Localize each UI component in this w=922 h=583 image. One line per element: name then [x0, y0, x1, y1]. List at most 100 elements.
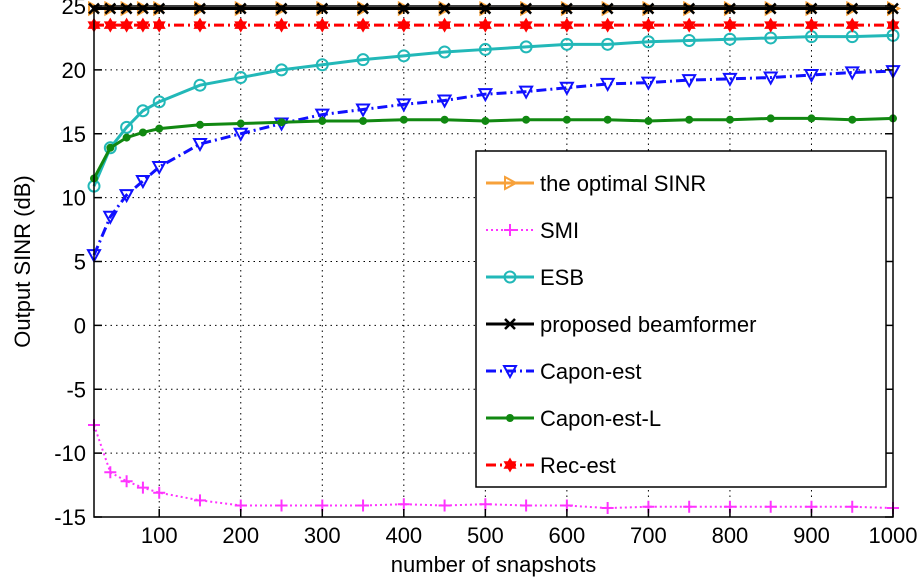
y-tick-label: 20	[62, 58, 86, 83]
data-point	[275, 17, 289, 33]
data-point	[562, 115, 571, 124]
data-point	[397, 17, 411, 33]
data-point	[236, 119, 245, 128]
data-point	[644, 116, 653, 125]
data-point	[356, 53, 370, 67]
data-point	[195, 120, 204, 129]
y-axis-label: Output SINR (dB)	[10, 175, 35, 347]
data-point	[136, 17, 150, 33]
data-point	[844, 66, 860, 81]
y-tick-label: 25	[62, 0, 86, 19]
x-tick-label: 900	[793, 523, 830, 548]
data-point	[357, 499, 370, 512]
data-point	[763, 71, 779, 86]
x-axis-label: number of snapshots	[391, 552, 596, 577]
data-point	[603, 115, 612, 124]
data-point	[103, 17, 117, 33]
y-tick-label: -15	[54, 505, 86, 530]
data-point	[315, 58, 329, 72]
legend-entry: ESB	[486, 265, 584, 290]
data-point	[807, 114, 816, 123]
data-point	[503, 270, 517, 284]
data-point	[397, 49, 411, 63]
data-point	[764, 17, 778, 33]
legend-label: the optimal SINR	[540, 171, 706, 196]
data-point	[120, 17, 134, 33]
data-point	[438, 2, 451, 15]
data-point	[504, 318, 516, 330]
data-point	[440, 115, 449, 124]
legend-label: ESB	[540, 265, 584, 290]
legend: the optimal SINR SMI ESB proposed beamforme…	[475, 150, 887, 488]
legend-entry: Capon-est	[486, 359, 642, 384]
data-point	[135, 175, 151, 190]
data-point	[103, 141, 117, 155]
data-point	[504, 224, 516, 236]
x-tick-label: 200	[222, 523, 259, 548]
data-point	[136, 481, 149, 494]
x-tick-label: 1000	[869, 523, 918, 548]
data-point	[397, 498, 410, 511]
data-point	[318, 116, 327, 125]
data-point	[845, 17, 859, 33]
data-point	[601, 17, 615, 33]
data-point	[193, 494, 206, 507]
data-point	[641, 35, 655, 49]
legend-label: Capon-est	[540, 359, 642, 384]
data-point	[599, 77, 616, 93]
data-point	[138, 128, 147, 137]
data-point	[151, 160, 167, 176]
legend-entry: proposed beamformer	[486, 312, 756, 337]
series-capon-est-l	[90, 114, 897, 183]
data-point	[234, 71, 248, 85]
series-proposed-beamformer	[88, 2, 899, 15]
data-point	[559, 81, 575, 96]
data-point	[503, 457, 517, 473]
data-point	[233, 127, 249, 142]
data-point	[438, 17, 452, 33]
data-point	[155, 124, 164, 133]
data-point	[359, 116, 368, 125]
data-point	[193, 78, 207, 92]
data-point	[118, 189, 135, 204]
data-point	[766, 114, 775, 123]
data-point	[804, 17, 818, 33]
data-point	[275, 499, 288, 512]
data-point	[641, 17, 655, 33]
data-point	[764, 500, 777, 513]
data-point	[399, 115, 408, 124]
x-tick-label: 400	[385, 523, 422, 548]
data-point	[682, 17, 696, 33]
data-point	[520, 2, 532, 15]
data-point	[601, 502, 614, 515]
data-point	[315, 17, 329, 33]
data-point	[682, 33, 696, 47]
data-point	[396, 98, 412, 113]
x-tick-label: 100	[141, 523, 178, 548]
data-point	[153, 486, 166, 499]
data-point	[683, 2, 696, 15]
data-point	[136, 104, 150, 118]
data-point	[120, 2, 133, 15]
data-point	[192, 137, 208, 153]
data-point	[723, 17, 737, 33]
y-tick-label: 0	[74, 313, 86, 338]
data-point	[120, 120, 134, 134]
data-point	[193, 17, 207, 33]
legend-box	[475, 150, 887, 488]
data-point	[436, 94, 453, 109]
data-point	[194, 2, 206, 15]
data-point	[104, 466, 117, 479]
series-line	[92, 69, 894, 256]
data-point	[234, 17, 248, 33]
x-tick-label: 600	[549, 523, 586, 548]
data-point	[522, 115, 531, 124]
data-point	[479, 498, 492, 511]
legend-label: SMI	[540, 218, 579, 243]
data-point	[478, 17, 492, 33]
data-point	[803, 68, 820, 84]
x-tick-label: 500	[467, 523, 504, 548]
data-point	[681, 74, 697, 89]
data-point	[137, 2, 149, 15]
y-tick-label: -5	[66, 377, 86, 402]
